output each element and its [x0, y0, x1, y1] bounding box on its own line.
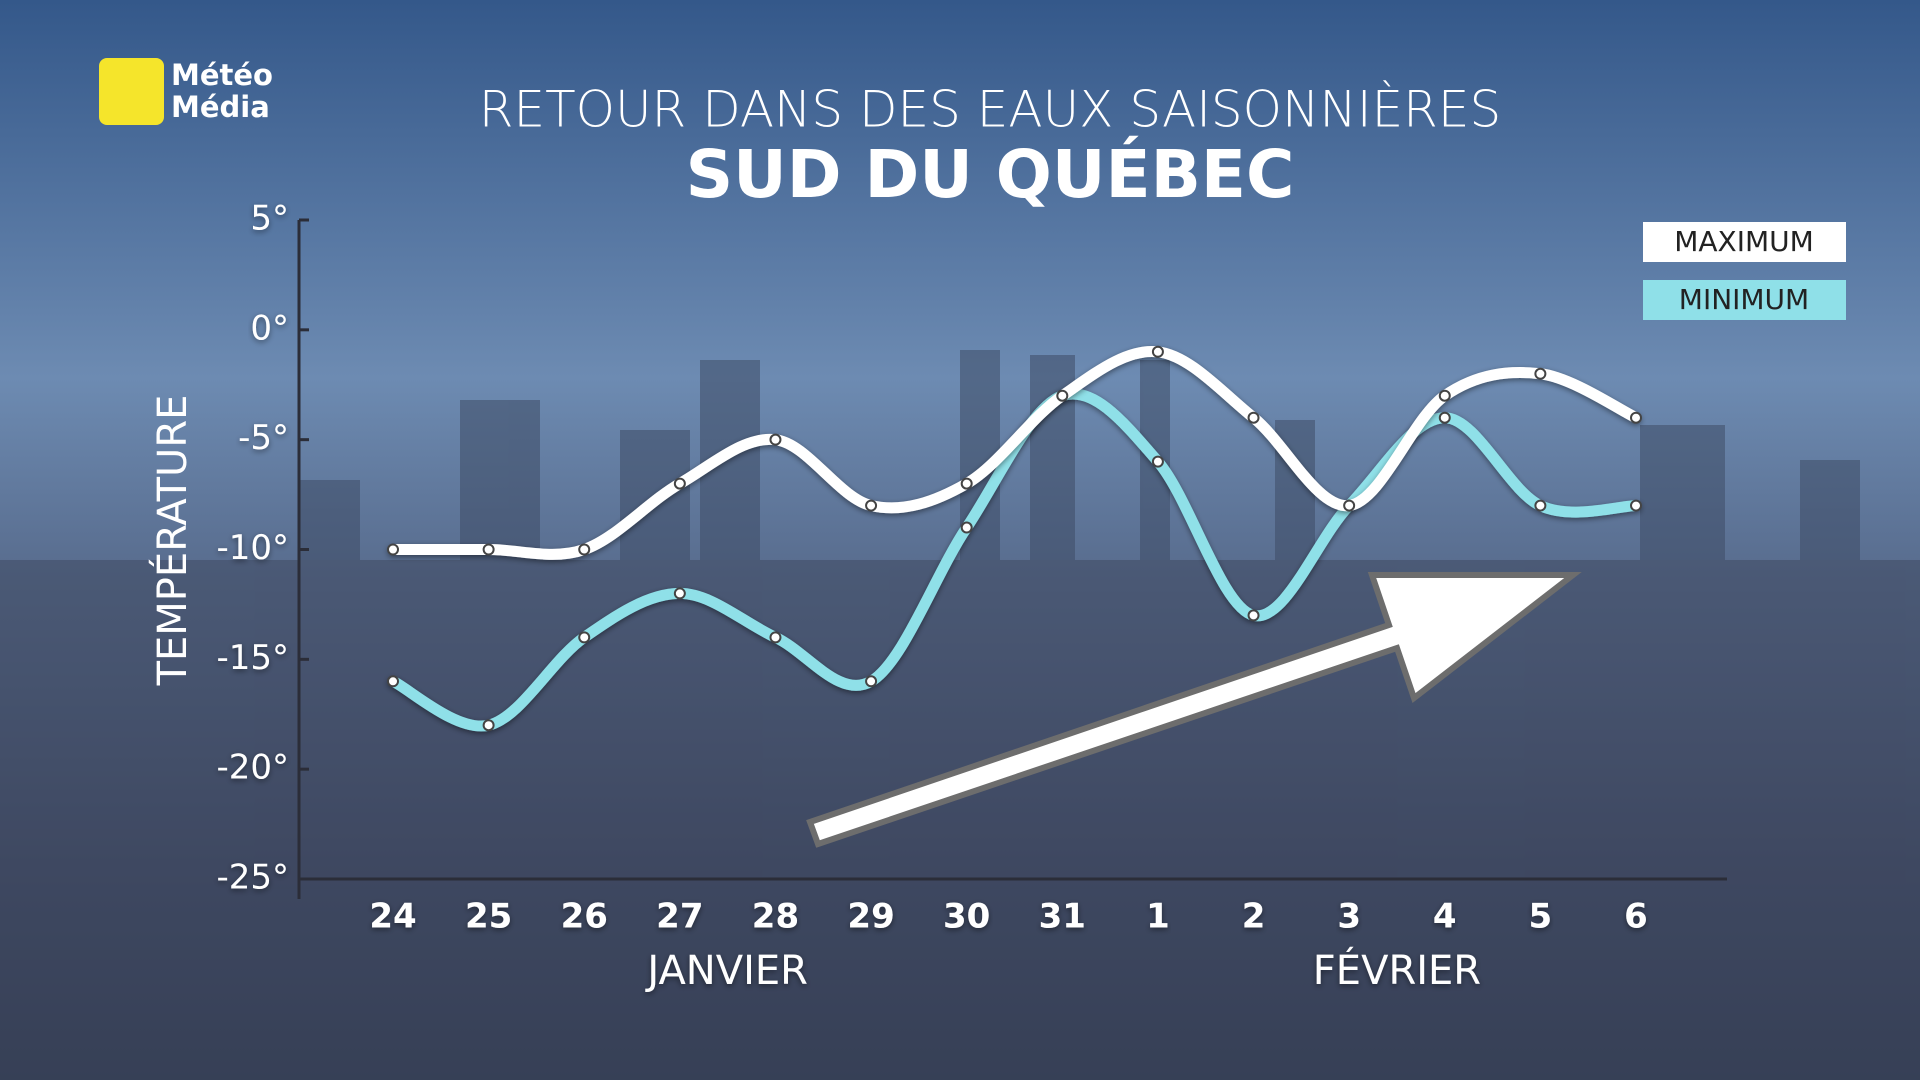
logo-icon [99, 58, 164, 125]
point-marker [482, 543, 495, 556]
x-tick-label: 24 [369, 897, 416, 937]
point-marker [673, 477, 686, 490]
point-marker [960, 477, 973, 490]
point-marker [1630, 499, 1642, 512]
point-marker [865, 499, 878, 512]
x-tick-label: 28 [752, 897, 799, 937]
x-tick-label: 29 [847, 897, 894, 937]
x-tick-label: 4 [1433, 897, 1457, 937]
x-tick-label: 25 [465, 897, 512, 937]
point-marker [1438, 389, 1451, 402]
point-marker [865, 675, 878, 688]
chart-subtitle: SUD DU QUÉBEC [686, 135, 1295, 213]
trend-arrow [806, 572, 1582, 848]
point-marker [769, 433, 782, 446]
x-tick-label: 3 [1337, 897, 1361, 937]
y-tick-label: -10° [216, 528, 289, 568]
y-tick-label: 0° [250, 308, 289, 348]
x-tick-label: 6 [1624, 897, 1648, 937]
y-tick-label: -5° [238, 418, 289, 458]
month-label: JANVIER [644, 948, 808, 994]
y-tick-label: -15° [216, 638, 289, 678]
point-marker [1056, 389, 1069, 402]
point-marker [1247, 609, 1260, 622]
x-tick-label: 30 [943, 897, 990, 937]
legend-swatch [1643, 222, 1846, 262]
logo-text: Média [171, 90, 270, 124]
point-marker [578, 543, 591, 556]
series-line [387, 346, 1642, 560]
legend-swatch [1643, 280, 1846, 320]
x-tick-label: 26 [561, 897, 608, 937]
chart-title: RETOUR DANS DES EAUX SAISONNIÈRES [479, 80, 1502, 139]
point-marker [1151, 455, 1164, 468]
x-tick-label: 1 [1146, 897, 1170, 937]
month-label: FÉVRIER [1313, 946, 1481, 994]
y-tick-label: -25° [216, 858, 289, 898]
x-tick-label: 31 [1039, 897, 1086, 937]
point-marker [387, 543, 399, 556]
x-tick-label: 27 [656, 897, 703, 937]
y-tick-label: 5° [250, 199, 289, 239]
legend-label: MINIMUM [1679, 283, 1809, 316]
x-tick-label: 5 [1529, 897, 1553, 937]
point-marker [1630, 411, 1642, 424]
point-marker [960, 521, 973, 534]
point-marker [1247, 411, 1260, 424]
point-marker [769, 631, 782, 644]
point-marker [1438, 411, 1451, 424]
point-marker [673, 587, 686, 600]
point-marker [578, 631, 591, 644]
point-marker [1343, 499, 1356, 512]
logo-text: Météo [171, 58, 273, 92]
x-tick-label: 2 [1242, 897, 1266, 937]
point-marker [1534, 499, 1547, 512]
point-marker [387, 675, 399, 688]
y-tick-label: -20° [216, 748, 289, 788]
point-marker [482, 719, 495, 732]
point-marker [1534, 367, 1547, 380]
y-axis-title: TEMPÉRATURE [148, 395, 196, 687]
legend-label: MAXIMUM [1674, 225, 1814, 258]
point-marker [1151, 345, 1164, 358]
